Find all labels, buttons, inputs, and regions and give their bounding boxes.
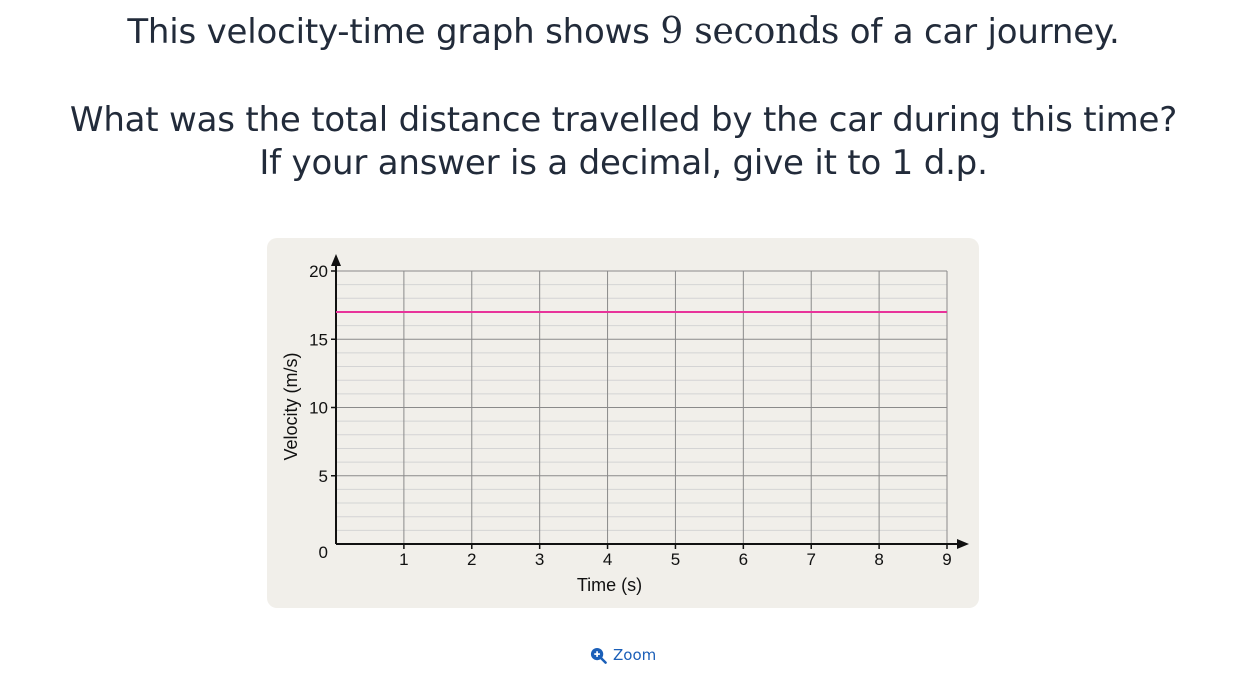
y-tick-label: 10 [309,399,328,418]
question-duration: 9 seconds [660,11,840,52]
y-axis-arrow [331,254,341,266]
zoom-label: Zoom [613,646,657,664]
x-tick-label: 5 [671,550,680,569]
zoom-button[interactable]: Zoom [590,646,656,664]
y-tick-label: 15 [309,330,328,349]
zoom-in-icon [590,647,607,664]
question-line-3: If your answer is a decimal, give it to … [259,143,988,183]
velocity-time-graph: 0 5 10 15 20 1 2 3 4 5 6 7 8 9 Time (s) Velocity (m/s) [281,254,969,595]
y-axis-label: Velocity (m/s) [281,352,301,460]
x-axis-arrow [957,539,969,549]
y-tick-label: 20 [309,262,328,281]
x-tick-label: 9 [942,550,951,569]
question-line-1-start: This velocity-time graph shows [127,12,661,52]
question-line-2: What was the total distance travelled by… [69,100,1178,140]
x-axis-label: Time (s) [577,575,642,595]
velocity-time-graph-card: 0 5 10 15 20 1 2 3 4 5 6 7 8 9 Time (s) Velocity (m/s) [267,238,979,608]
x-tick-label: 6 [739,550,748,569]
y-tick-label: 5 [319,467,328,486]
question-line-1-end: of a car journey. [839,12,1120,52]
x-tick-label: 8 [874,550,883,569]
x-tick-label: 3 [535,550,544,569]
y-tick-label: 0 [319,543,328,562]
x-tick-label: 4 [603,550,612,569]
x-tick-label: 1 [399,550,408,569]
x-tick-label: 2 [467,550,476,569]
x-tick-label: 7 [806,550,815,569]
question-line-1: This velocity-time graph shows 9 seconds… [0,10,1247,53]
